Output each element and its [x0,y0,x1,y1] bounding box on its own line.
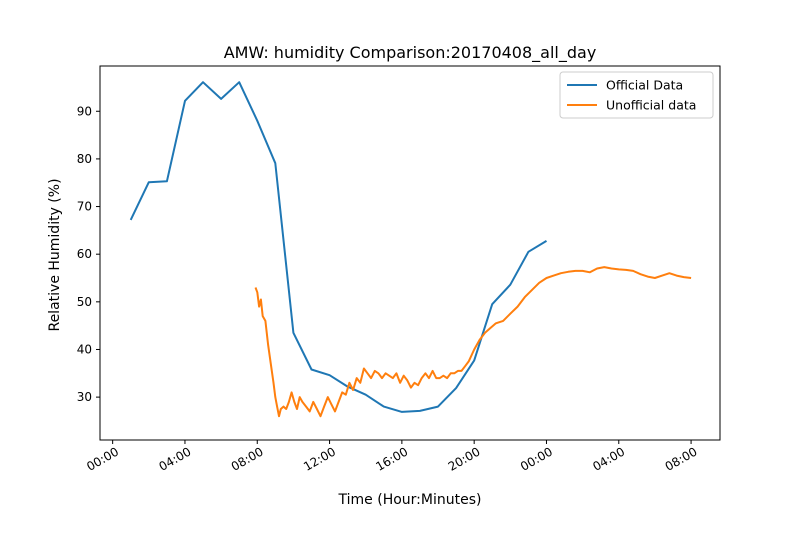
y-axis-title: Relative Humidity (%) [47,178,63,331]
y-tick-label: 60 [77,247,92,261]
legend-box [559,71,714,119]
chart-title: AMW: humidity Comparison:20170408_all_da… [224,43,597,63]
y-tick-label: 50 [77,295,92,309]
legend: Official Data Unofficial data [559,71,714,119]
series-line-official-data [129,81,548,413]
y-tick-label: 80 [77,152,92,166]
y-tick-label: 90 [77,104,92,118]
legend-label-official-data: Official Data [606,78,683,93]
legend-label-unofficial-data: Unofficial data [606,98,696,113]
series-line-unofficial-data [254,266,692,418]
x-axis-title: Time (Hour:Minutes) [338,492,482,508]
y-tick-label: 30 [77,390,92,404]
axes-frame [99,65,721,441]
y-tick-label: 70 [77,200,92,214]
y-tick-label: 40 [77,342,92,356]
